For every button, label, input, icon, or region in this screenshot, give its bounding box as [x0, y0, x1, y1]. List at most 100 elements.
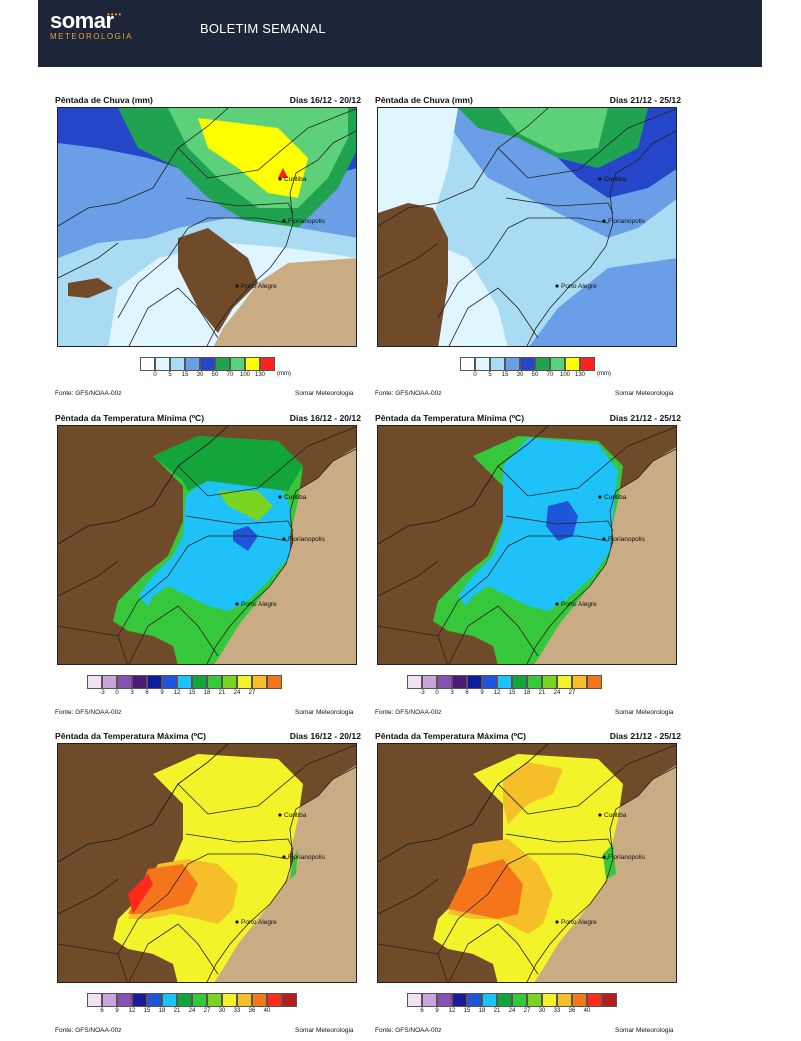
legend-tick: 9 [480, 690, 484, 696]
legend-tick: 5 [168, 372, 172, 378]
legend-swatch [460, 357, 475, 371]
city-label: Florianopolis [288, 536, 326, 543]
legend-swatch [580, 357, 595, 371]
panel-title: Pêntada da Temperatura Mínima (ºC) [375, 413, 525, 423]
credit-label: Somar Meteorologia [295, 709, 354, 716]
city-label: Porto Alegre [241, 283, 277, 290]
legend-tick: 24 [508, 1008, 516, 1014]
weather-map: Curitiba Florianopolis Porto Alegre [57, 107, 357, 347]
city-label: Florianopolis [288, 218, 326, 225]
legend-swatch [497, 993, 512, 1007]
legend-tick: 24 [553, 690, 561, 696]
city-marker [555, 284, 559, 288]
city-label: Florianopolis [288, 854, 326, 861]
city-marker [555, 602, 559, 606]
legend-tick: 30 [538, 1008, 546, 1014]
city-marker [235, 284, 239, 288]
legend-swatch [117, 993, 132, 1007]
weather-map: Curitiba Florianopolis Porto Alegre [377, 107, 677, 347]
credit-label: Somar Meteorologia [615, 390, 674, 397]
legend-tick: 18 [158, 1008, 166, 1014]
panel-dates: Dias 21/12 - 25/12 [609, 95, 681, 105]
city-marker [278, 495, 282, 499]
legend-swatch [587, 675, 602, 689]
legend-tick: 27 [523, 1008, 531, 1014]
color-legend: 6 9 12 15 18 21 24 27 30 33 36 40 [407, 993, 647, 1019]
legend-swatch [207, 675, 222, 689]
legend-tick: 40 [263, 1008, 271, 1014]
legend-swatch [407, 993, 422, 1007]
legend-tick: 36 [248, 1008, 256, 1014]
legend-swatch [527, 675, 542, 689]
legend-swatch [222, 675, 237, 689]
legend-tick: 9 [160, 690, 164, 696]
legend-swatch [267, 993, 282, 1007]
legend-tick: 30 [218, 1008, 226, 1014]
legend-swatch [132, 675, 147, 689]
legend-tick: 12 [128, 1008, 136, 1014]
legend-tick: 15 [501, 372, 509, 378]
color-legend: -3 0 3 6 9 12 15 18 21 24 27 [407, 675, 632, 701]
city-label: Porto Alegre [561, 283, 597, 290]
legend-swatch [550, 357, 565, 371]
legend-swatch [542, 675, 557, 689]
source-label: Fonte: GFS/NOAA-00z [55, 709, 122, 716]
city-label: Curitiba [604, 812, 627, 819]
legend-swatch [185, 357, 200, 371]
city-label: Porto Alegre [241, 919, 277, 926]
legend-swatch [87, 675, 102, 689]
city-marker [602, 537, 606, 541]
panel-title: Pêntada de Chuva (mm) [55, 95, 153, 105]
legend-tick: 15 [181, 372, 189, 378]
panel-dates: Dias 16/12 - 20/12 [289, 413, 361, 423]
credit-label: Somar Meteorologia [615, 709, 674, 716]
city-label: Porto Alegre [561, 919, 597, 926]
legend-swatch [557, 993, 572, 1007]
legend-units: (mm) [277, 371, 291, 377]
panel-dates: Dias 16/12 - 20/12 [289, 731, 361, 741]
city-label: Curitiba [284, 176, 307, 183]
legend-tick: 9 [115, 1008, 119, 1014]
city-marker [235, 602, 239, 606]
panel-header: Pêntada da Temperatura Mínima (ºC) Dias … [375, 413, 681, 425]
city-marker [602, 219, 606, 223]
legend-tick: 70 [546, 372, 554, 378]
legend-tick: 15 [463, 1008, 471, 1014]
legend-swatch [490, 357, 505, 371]
brand-dots: •••• [107, 10, 123, 19]
city-label: Curitiba [604, 494, 627, 501]
panel-title: Pêntada da Temperatura Máxima (ºC) [375, 731, 527, 741]
legend-tick: 5 [488, 372, 492, 378]
legend-swatch [230, 357, 245, 371]
color-legend: 0 5 15 30 50 70 100 130 (mm) [140, 357, 305, 383]
legend-swatch [512, 675, 527, 689]
legend-swatch [147, 675, 162, 689]
legend-swatch [482, 675, 497, 689]
legend-tick: 0 [115, 690, 119, 696]
legend-swatch [572, 675, 587, 689]
city-label: Curitiba [284, 812, 307, 819]
city-marker [555, 920, 559, 924]
legend-swatch [505, 357, 520, 371]
legend-tick: 12 [448, 1008, 456, 1014]
legend-swatch [147, 993, 162, 1007]
legend-tick: 18 [203, 690, 211, 696]
legend-swatch [557, 675, 572, 689]
legend-tick: 130 [254, 372, 266, 378]
city-label: Florianopolis [608, 854, 646, 861]
legend-tick: 15 [188, 690, 196, 696]
city-marker [278, 177, 282, 181]
legend-tick: 30 [196, 372, 204, 378]
legend-tick: 21 [538, 690, 546, 696]
legend-swatch [527, 993, 542, 1007]
legend-swatch [192, 675, 207, 689]
legend-tick: 40 [583, 1008, 591, 1014]
city-label: Florianopolis [608, 536, 646, 543]
legend-swatch [222, 993, 237, 1007]
city-marker [598, 813, 602, 817]
credit-label: Somar Meteorologia [615, 1027, 674, 1034]
legend-tick: 30 [516, 372, 524, 378]
legend-swatch [140, 357, 155, 371]
legend-swatch [467, 993, 482, 1007]
city-marker [235, 920, 239, 924]
